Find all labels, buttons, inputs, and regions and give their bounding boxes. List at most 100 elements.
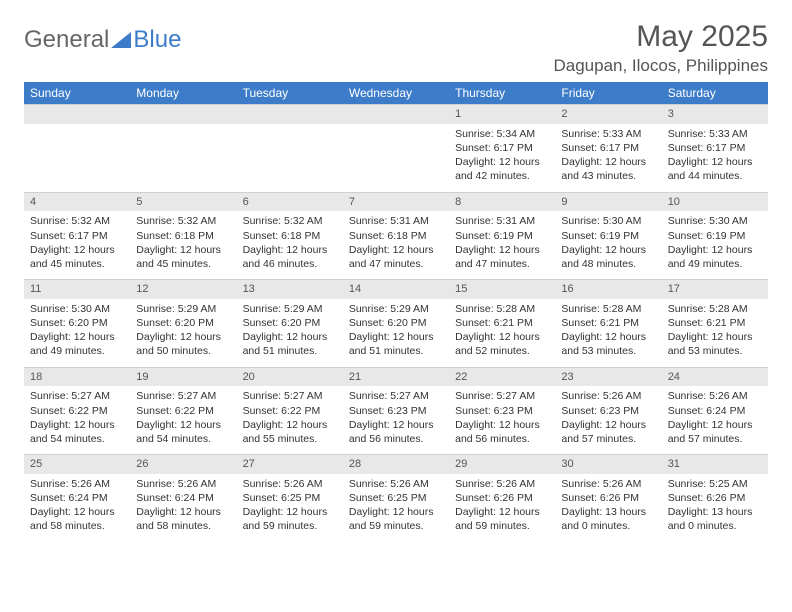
calendar-header: SundayMondayTuesdayWednesdayThursdayFrid… [24, 82, 768, 104]
calendar-cell: 10Sunrise: 5:30 AMSunset: 6:19 PMDayligh… [662, 192, 768, 280]
calendar-cell: 30Sunrise: 5:26 AMSunset: 6:26 PMDayligh… [555, 454, 661, 542]
sunset-line: Sunset: 6:19 PM [455, 229, 549, 243]
day-body: Sunrise: 5:26 AMSunset: 6:24 PMDaylight:… [662, 386, 768, 454]
day-number: 12 [130, 279, 236, 299]
calendar-body: 1Sunrise: 5:34 AMSunset: 6:17 PMDaylight… [24, 104, 768, 542]
calendar-cell: 11Sunrise: 5:30 AMSunset: 6:20 PMDayligh… [24, 279, 130, 367]
calendar-week: 1Sunrise: 5:34 AMSunset: 6:17 PMDaylight… [24, 104, 768, 192]
day-body: Sunrise: 5:32 AMSunset: 6:18 PMDaylight:… [237, 211, 343, 279]
calendar-cell: 21Sunrise: 5:27 AMSunset: 6:23 PMDayligh… [343, 367, 449, 455]
day-body: Sunrise: 5:32 AMSunset: 6:17 PMDaylight:… [24, 211, 130, 279]
daylight-line: Daylight: 12 hours and 54 minutes. [136, 418, 230, 446]
daylight-line: Daylight: 12 hours and 58 minutes. [30, 505, 124, 533]
day-body: Sunrise: 5:30 AMSunset: 6:19 PMDaylight:… [555, 211, 661, 279]
daylight-line: Daylight: 12 hours and 57 minutes. [668, 418, 762, 446]
header: General Blue May 2025 Dagupan, Ilocos, P… [24, 20, 768, 76]
calendar-cell: 5Sunrise: 5:32 AMSunset: 6:18 PMDaylight… [130, 192, 236, 280]
day-body: Sunrise: 5:27 AMSunset: 6:23 PMDaylight:… [449, 386, 555, 454]
day-number: 13 [237, 279, 343, 299]
calendar-cell: 4Sunrise: 5:32 AMSunset: 6:17 PMDaylight… [24, 192, 130, 280]
day-body [343, 124, 449, 186]
sunset-line: Sunset: 6:24 PM [136, 491, 230, 505]
day-body: Sunrise: 5:26 AMSunset: 6:25 PMDaylight:… [237, 474, 343, 542]
sunset-line: Sunset: 6:23 PM [455, 404, 549, 418]
day-number: 25 [24, 454, 130, 474]
calendar-cell: 25Sunrise: 5:26 AMSunset: 6:24 PMDayligh… [24, 454, 130, 542]
title-block: May 2025 Dagupan, Ilocos, Philippines [553, 20, 768, 76]
daylight-line: Daylight: 12 hours and 44 minutes. [668, 155, 762, 183]
calendar-cell: 14Sunrise: 5:29 AMSunset: 6:20 PMDayligh… [343, 279, 449, 367]
sunrise-line: Sunrise: 5:32 AM [136, 214, 230, 228]
sunset-line: Sunset: 6:24 PM [668, 404, 762, 418]
sunset-line: Sunset: 6:20 PM [136, 316, 230, 330]
sunset-line: Sunset: 6:22 PM [136, 404, 230, 418]
sunset-line: Sunset: 6:23 PM [349, 404, 443, 418]
calendar-cell: 27Sunrise: 5:26 AMSunset: 6:25 PMDayligh… [237, 454, 343, 542]
sunset-line: Sunset: 6:26 PM [561, 491, 655, 505]
day-body: Sunrise: 5:33 AMSunset: 6:17 PMDaylight:… [662, 124, 768, 192]
day-number: 16 [555, 279, 661, 299]
sunrise-line: Sunrise: 5:28 AM [455, 302, 549, 316]
day-number: 9 [555, 192, 661, 212]
daylight-line: Daylight: 12 hours and 56 minutes. [455, 418, 549, 446]
sunrise-line: Sunrise: 5:25 AM [668, 477, 762, 491]
calendar-cell: 6Sunrise: 5:32 AMSunset: 6:18 PMDaylight… [237, 192, 343, 280]
sunrise-line: Sunrise: 5:26 AM [561, 389, 655, 403]
sunset-line: Sunset: 6:18 PM [349, 229, 443, 243]
daylight-line: Daylight: 12 hours and 50 minutes. [136, 330, 230, 358]
calendar-cell: 7Sunrise: 5:31 AMSunset: 6:18 PMDaylight… [343, 192, 449, 280]
day-body [24, 124, 130, 186]
sunrise-line: Sunrise: 5:26 AM [561, 477, 655, 491]
day-body: Sunrise: 5:26 AMSunset: 6:25 PMDaylight:… [343, 474, 449, 542]
calendar-cell: 26Sunrise: 5:26 AMSunset: 6:24 PMDayligh… [130, 454, 236, 542]
sunset-line: Sunset: 6:20 PM [30, 316, 124, 330]
day-number: 21 [343, 367, 449, 387]
sunrise-line: Sunrise: 5:29 AM [243, 302, 337, 316]
sunset-line: Sunset: 6:25 PM [349, 491, 443, 505]
sunset-line: Sunset: 6:26 PM [668, 491, 762, 505]
logo: General Blue [24, 26, 181, 54]
daylight-line: Daylight: 12 hours and 53 minutes. [668, 330, 762, 358]
day-body: Sunrise: 5:31 AMSunset: 6:19 PMDaylight:… [449, 211, 555, 279]
calendar-cell: 22Sunrise: 5:27 AMSunset: 6:23 PMDayligh… [449, 367, 555, 455]
logo-text-general: General [24, 26, 109, 54]
day-body: Sunrise: 5:26 AMSunset: 6:26 PMDaylight:… [555, 474, 661, 542]
day-body: Sunrise: 5:27 AMSunset: 6:22 PMDaylight:… [24, 386, 130, 454]
day-body [130, 124, 236, 186]
day-body: Sunrise: 5:27 AMSunset: 6:22 PMDaylight:… [237, 386, 343, 454]
sunrise-line: Sunrise: 5:30 AM [668, 214, 762, 228]
day-number: 28 [343, 454, 449, 474]
sunrise-line: Sunrise: 5:30 AM [561, 214, 655, 228]
daylight-line: Daylight: 12 hours and 46 minutes. [243, 243, 337, 271]
sunset-line: Sunset: 6:20 PM [243, 316, 337, 330]
calendar-cell [24, 104, 130, 192]
sunrise-line: Sunrise: 5:28 AM [561, 302, 655, 316]
calendar-cell [237, 104, 343, 192]
weekday-header: Wednesday [343, 82, 449, 104]
sunrise-line: Sunrise: 5:27 AM [455, 389, 549, 403]
day-number: 15 [449, 279, 555, 299]
calendar-cell: 23Sunrise: 5:26 AMSunset: 6:23 PMDayligh… [555, 367, 661, 455]
sunrise-line: Sunrise: 5:26 AM [136, 477, 230, 491]
daylight-line: Daylight: 12 hours and 53 minutes. [561, 330, 655, 358]
day-body: Sunrise: 5:31 AMSunset: 6:18 PMDaylight:… [343, 211, 449, 279]
sunset-line: Sunset: 6:18 PM [136, 229, 230, 243]
sunset-line: Sunset: 6:18 PM [243, 229, 337, 243]
calendar-cell: 16Sunrise: 5:28 AMSunset: 6:21 PMDayligh… [555, 279, 661, 367]
calendar-week: 11Sunrise: 5:30 AMSunset: 6:20 PMDayligh… [24, 279, 768, 367]
calendar-table: SundayMondayTuesdayWednesdayThursdayFrid… [24, 82, 768, 542]
day-body: Sunrise: 5:25 AMSunset: 6:26 PMDaylight:… [662, 474, 768, 542]
daylight-line: Daylight: 12 hours and 49 minutes. [30, 330, 124, 358]
day-number: 31 [662, 454, 768, 474]
sunrise-line: Sunrise: 5:26 AM [455, 477, 549, 491]
daylight-line: Daylight: 12 hours and 59 minutes. [455, 505, 549, 533]
day-number [343, 104, 449, 124]
daylight-line: Daylight: 12 hours and 45 minutes. [136, 243, 230, 271]
day-number: 22 [449, 367, 555, 387]
day-number: 29 [449, 454, 555, 474]
day-number: 17 [662, 279, 768, 299]
day-body: Sunrise: 5:29 AMSunset: 6:20 PMDaylight:… [343, 299, 449, 367]
daylight-line: Daylight: 12 hours and 47 minutes. [349, 243, 443, 271]
weekday-header: Saturday [662, 82, 768, 104]
day-body: Sunrise: 5:34 AMSunset: 6:17 PMDaylight:… [449, 124, 555, 192]
